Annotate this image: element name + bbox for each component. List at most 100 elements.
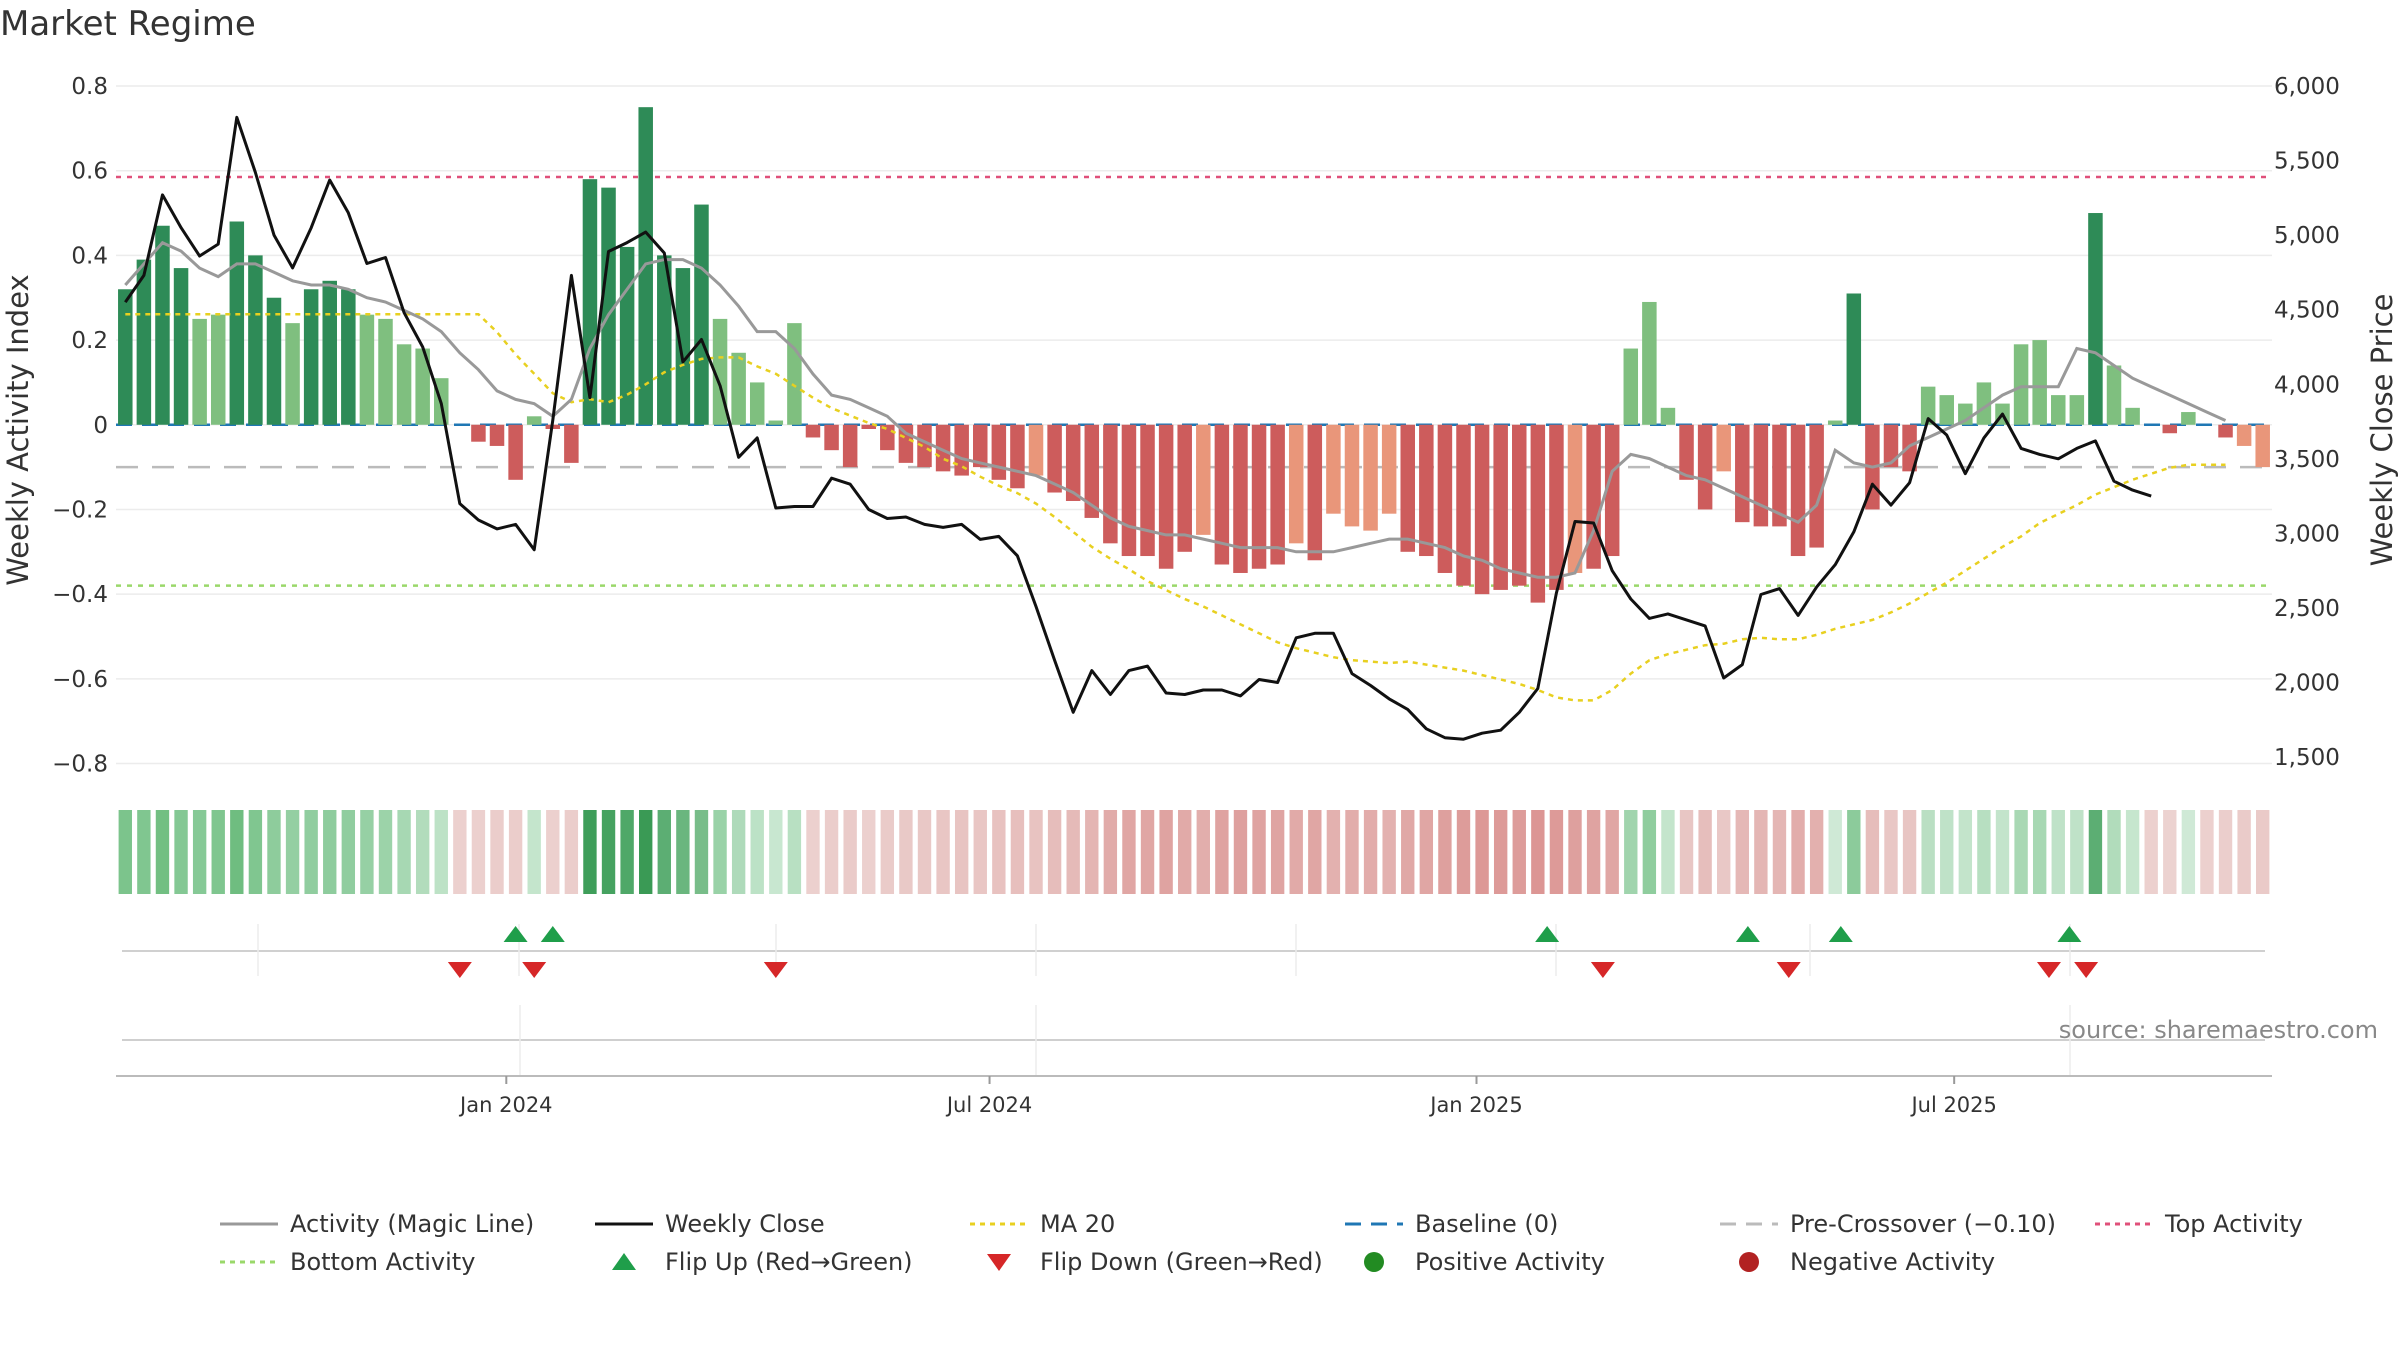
regime-strip-cell: [1308, 810, 1322, 894]
legend-label: Pre-Crossover (−0.10): [1790, 1210, 2056, 1238]
activity-bar: [1214, 424, 1230, 565]
legend-label: Flip Up (Red→Green): [665, 1248, 913, 1276]
negative-dot-icon: [1739, 1252, 1759, 1272]
regime-strip-cell: [1586, 810, 1601, 894]
activity-bar: [1642, 301, 1657, 425]
activity-bar: [1846, 293, 1862, 425]
activity-bar: [1158, 424, 1174, 569]
right-tick-label: 3,000: [2274, 521, 2340, 547]
left-tick-label: −0.6: [52, 667, 108, 693]
regime-strip-cell: [806, 810, 820, 894]
regime-strip-cell: [2181, 810, 2196, 894]
activity-bar: [1920, 386, 1936, 425]
regime-strip-cell: [2256, 810, 2270, 894]
regime-strip-cell: [1438, 810, 1452, 894]
activity-bar: [415, 348, 430, 425]
regime-strip-cell: [731, 810, 746, 894]
activity-bar: [471, 424, 486, 442]
activity-bar: [564, 424, 579, 463]
activity-bar: [1103, 424, 1118, 544]
regime-strip-cell: [1735, 810, 1749, 894]
regime-strip-cell: [657, 810, 671, 894]
legend-label: MA 20: [1040, 1210, 1115, 1238]
activity-bar: [1660, 407, 1676, 425]
date-tick-label: Jan 2025: [1428, 1093, 1523, 1117]
regime-strip-cell: [769, 810, 783, 894]
activity-bar: [1939, 395, 1954, 425]
left-tick-label: 0: [93, 413, 108, 439]
right-axis: 6,000 5,500 5,000 4,500 4,000 3,500 3,000 2,500…: [2274, 74, 2340, 771]
regime-strip-cell: [1085, 810, 1099, 894]
activity-bar: [173, 268, 189, 425]
regime-strip-cell: [2237, 810, 2251, 894]
regime-strip-cell: [620, 810, 634, 894]
legend-item: Top Activity: [2095, 1210, 2303, 1238]
date-axis: Jan 2024 Jul 2024 Jan 2025 Jul 2025: [458, 1076, 1997, 1117]
regime-strip-cell: [1624, 810, 1638, 894]
activity-bar: [1381, 424, 1397, 514]
activity-bar: [2013, 344, 2029, 425]
activity-bar: [2051, 395, 2066, 425]
flip-down-marker: [447, 962, 472, 978]
regime-strip-cell: [1103, 810, 1118, 894]
activity-bar: [1549, 424, 1564, 590]
legend-label: Bottom Activity: [290, 1248, 475, 1276]
regime-strip-cell: [992, 810, 1006, 894]
activity-bar: [601, 187, 616, 425]
regime-strip-cell: [1661, 810, 1675, 894]
regime-strip-cell: [862, 810, 876, 894]
bottom-panel: [116, 1005, 2272, 1077]
regime-strip-cell: [1401, 810, 1415, 894]
regime-strip-cell: [880, 810, 895, 894]
regime-strip-cell: [508, 810, 523, 894]
regime-strip-cell: [1605, 810, 1619, 894]
activity-bar: [1772, 424, 1787, 527]
activity-bar: [2181, 412, 2196, 425]
activity-bar: [1790, 424, 1806, 557]
activity-bar: [378, 318, 393, 425]
activity-bar: [1288, 424, 1304, 544]
activity-bar: [341, 289, 356, 425]
activity-bar: [1419, 424, 1434, 557]
legend-label: Negative Activity: [1790, 1248, 1995, 1276]
regime-strip-cell: [564, 810, 579, 894]
regime-strip-cell: [397, 810, 411, 894]
flip-up-marker: [503, 926, 528, 942]
regime-strip-cell: [1270, 810, 1285, 894]
regime-strip-cell: [1698, 810, 1712, 894]
regime-strip-cell: [1549, 810, 1564, 894]
regime-strip-cell: [1196, 810, 1210, 894]
activity-bar: [749, 382, 765, 425]
activity-bar: [1586, 424, 1601, 569]
regime-strip-cell: [1233, 810, 1248, 894]
regime-strip-cell: [1159, 810, 1173, 894]
legend-item: Bottom Activity: [220, 1248, 475, 1276]
regime-strip-cell: [1828, 810, 1842, 894]
regime-strip-cell: [323, 810, 337, 894]
activity-bar: [657, 255, 672, 425]
activity-bar: [1084, 424, 1100, 518]
regime-strip-cell: [155, 810, 170, 894]
activity-bar: [861, 424, 876, 429]
flip-down-icon: [987, 1254, 1011, 1271]
activity-bar: [1456, 424, 1471, 586]
activity-bar: [489, 424, 505, 446]
regime-strip-cell: [1884, 810, 1898, 894]
regime-strip-cell: [1047, 810, 1062, 894]
flip-down-marker: [763, 962, 788, 978]
regime-strip-cell: [527, 810, 541, 894]
date-tick-label: Jul 2025: [1909, 1093, 1996, 1117]
legend-item: Pre-Crossover (−0.10): [1720, 1210, 2056, 1238]
regime-strip-cell: [1865, 810, 1880, 894]
regime-strip-cell: [1977, 810, 1991, 894]
flip-down-marker: [1590, 962, 1615, 978]
regime-strip-cell: [1921, 810, 1935, 894]
activity-bar: [1493, 424, 1508, 590]
regime-strip-cell: [453, 810, 467, 894]
regime-strip-cell: [1531, 810, 1545, 894]
chart-lines: [124, 115, 2227, 741]
activity-bar: [1753, 424, 1769, 527]
right-tick-label: 3,500: [2274, 447, 2340, 473]
legend: Activity (Magic Line) Weekly Close MA 20 Ba…: [220, 1210, 2303, 1276]
activity-bar: [824, 424, 839, 451]
